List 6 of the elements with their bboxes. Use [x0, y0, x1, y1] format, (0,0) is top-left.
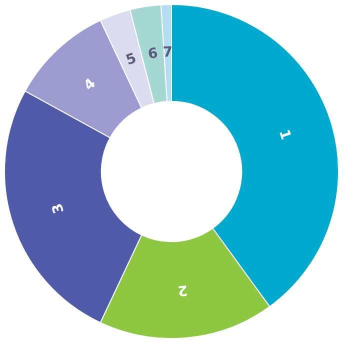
slice-label: 3	[49, 201, 68, 216]
slice-label: 5	[124, 50, 139, 69]
slice-label: 4	[81, 75, 100, 94]
slice-label: 1	[275, 128, 294, 142]
slice-label: 6	[146, 45, 159, 63]
slice-label: 2	[177, 281, 188, 298]
